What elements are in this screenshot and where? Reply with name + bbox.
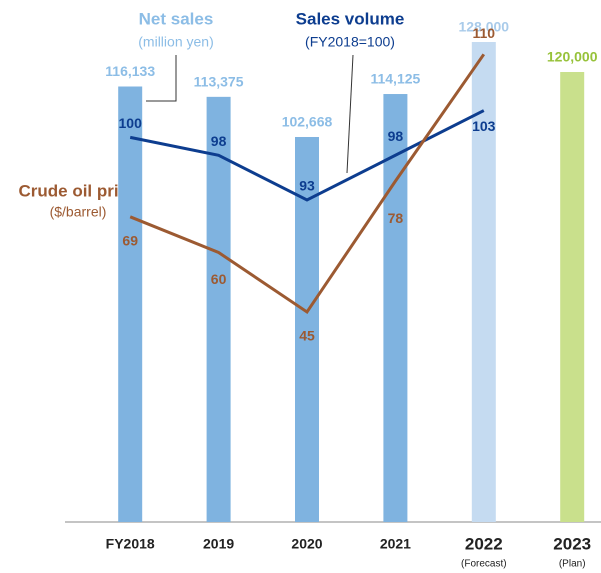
line-value-label: 98 [388, 128, 404, 144]
bar-value-label: 113,375 [194, 74, 244, 90]
line-value-label: 45 [299, 328, 315, 344]
bar [206, 96, 231, 522]
x-tick-label: FY2018 [106, 536, 155, 552]
line-value-label: 93 [299, 178, 315, 194]
x-tick-note: (Plan) [559, 559, 586, 570]
line-value-label: 78 [388, 210, 404, 226]
bar-value-label: 120,000 [547, 49, 598, 65]
x-tick-label: 2021 [380, 536, 411, 552]
net-sales-unit: (million yen) [138, 34, 213, 50]
x-tick-note: (Forecast) [461, 559, 507, 570]
x-tick-label: 2020 [291, 536, 322, 552]
bar [471, 42, 496, 522]
line-value-label: 110 [473, 25, 496, 41]
leader-line [346, 54, 354, 174]
line-value-label: 69 [122, 233, 138, 249]
net-sales-title: Net sales [139, 9, 214, 28]
bar [560, 72, 585, 522]
bar-value-label: 102,668 [282, 114, 333, 130]
line-value-label: 60 [211, 271, 227, 287]
volume-unit: (FY2018=100) [305, 34, 395, 50]
bar-value-label: 116,133 [105, 63, 155, 79]
bar-value-label: 114,125 [370, 71, 420, 87]
x-tick-label: 2022 [465, 534, 503, 553]
bar-value-label: 128,000 [458, 19, 509, 35]
oil-unit: ($/barrel) [50, 204, 107, 220]
x-tick-label: 2023 [553, 534, 591, 553]
bar [118, 86, 143, 522]
line-value-label: 103 [472, 118, 496, 134]
line-value-label: 98 [211, 133, 227, 149]
x-tick-label: 2019 [203, 536, 234, 552]
line [129, 53, 486, 315]
bar [383, 94, 408, 522]
line-value-label: 100 [119, 115, 143, 131]
oil-title: Crude oil price [18, 181, 137, 200]
volume-title: Sales volume [296, 9, 405, 28]
leader-line [146, 55, 177, 102]
